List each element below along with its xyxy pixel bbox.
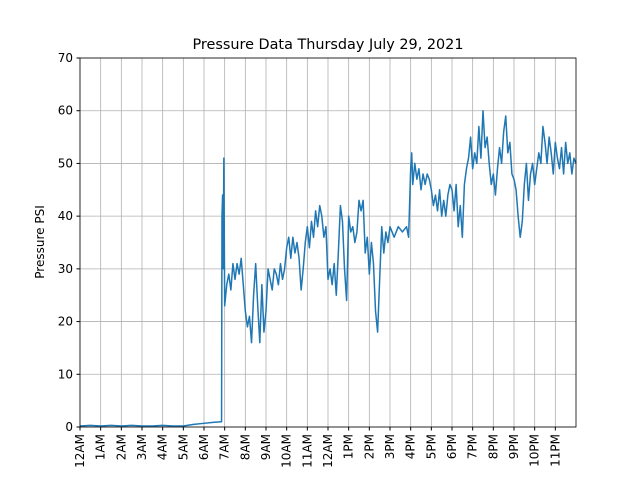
x-tick-label: 9PM [507,434,521,459]
x-tick-label: 2PM [362,434,376,459]
x-tick-label: 6AM [197,434,211,460]
y-axis-label: Pressure PSI [33,205,47,278]
x-tick-label: 7AM [218,434,232,460]
x-tick-label: 5PM [424,434,438,459]
x-tick-label: 5AM [176,434,190,460]
x-tick-label: 11AM [300,434,314,468]
x-tick-label: 11PM [548,434,562,467]
y-tick-label: 40 [58,209,73,223]
x-tick-label: 2AM [114,434,128,460]
x-tick-label: 8PM [486,434,500,459]
x-tick-label: 10PM [528,434,542,467]
y-tick-label: 30 [58,262,73,276]
data-line [79,109,577,427]
y-tick-label: 20 [58,315,73,329]
x-tick-label: 4AM [156,434,170,460]
x-tick-label: 9AM [259,434,273,460]
x-tick-label: 1AM [94,434,108,460]
y-tick-label: 10 [58,367,73,381]
y-tick-label: 0 [65,420,73,434]
x-tick-label: 3AM [135,434,149,460]
x-tick-label: 12AM [321,434,335,468]
x-tick-label: 1PM [342,434,356,459]
y-tick-label: 60 [58,104,73,118]
y-tick-label: 50 [58,156,73,170]
x-tick-label: 6PM [445,434,459,459]
chart-title: Pressure Data Thursday July 29, 2021 [193,37,464,53]
x-tick-label: 8AM [238,434,252,460]
x-tick-label: 3PM [383,434,397,459]
x-tick-label: 12AM [73,434,87,468]
y-tick-label: 70 [58,51,73,65]
x-tick-label: 4PM [404,434,418,459]
plot-frame [79,57,577,428]
x-tick-label: 10AM [280,434,294,468]
x-tick-label: 7PM [466,434,480,459]
